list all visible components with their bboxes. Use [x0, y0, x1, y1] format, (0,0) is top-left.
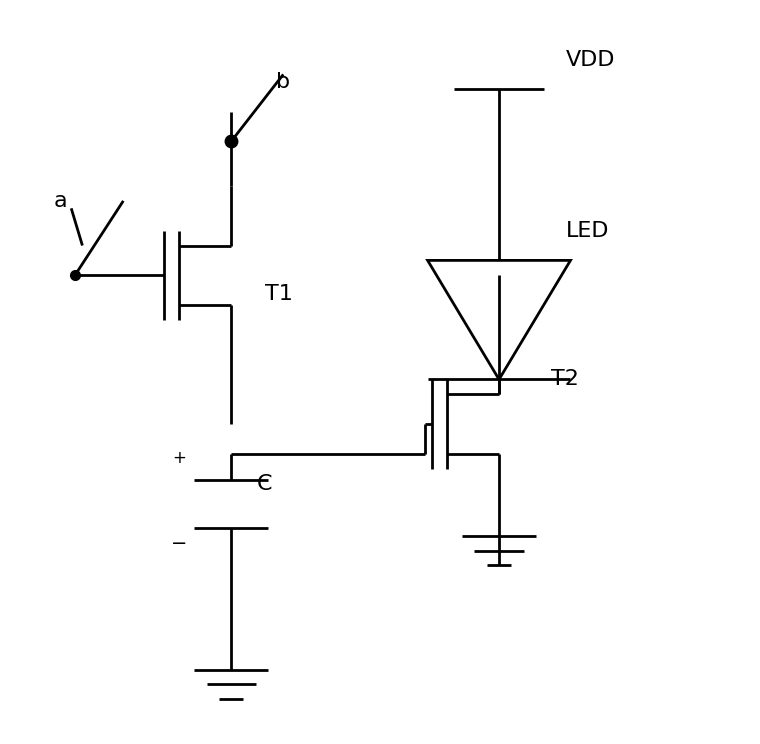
Text: a: a [53, 191, 67, 211]
Text: +: + [173, 449, 186, 466]
Text: b: b [276, 72, 290, 92]
Text: C: C [257, 474, 272, 493]
Text: T2: T2 [551, 370, 579, 389]
Text: T1: T1 [264, 284, 293, 304]
Text: LED: LED [566, 221, 610, 240]
Text: VDD: VDD [566, 50, 616, 69]
Text: −: − [171, 533, 187, 553]
